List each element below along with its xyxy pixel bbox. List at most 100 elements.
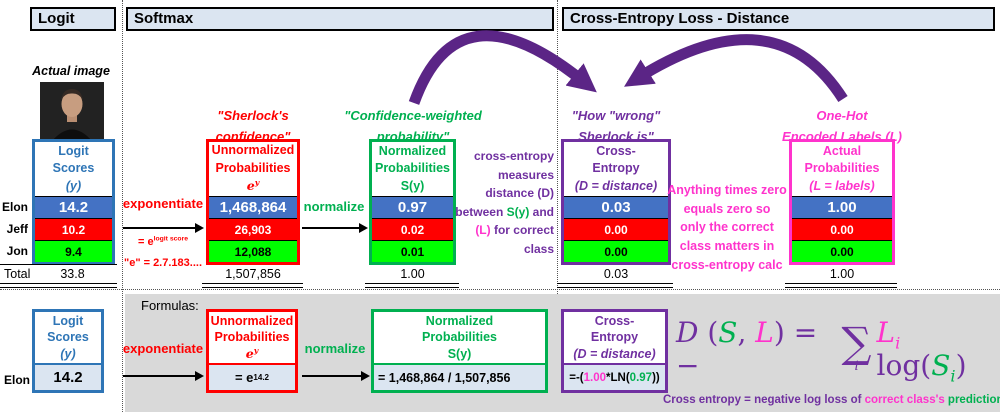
total-normalized: 1.00 — [400, 267, 425, 281]
note-line: class matters in — [679, 239, 775, 254]
title-line: (y) — [65, 178, 82, 193]
row-label-elon: Elon — [2, 200, 28, 214]
title-line: Entropy — [590, 330, 639, 345]
title-line: Scores — [47, 330, 89, 345]
table-ce-title: Cross- Entropy (D = distance) — [564, 142, 668, 196]
total-double-underline — [0, 283, 117, 288]
formula-box-title: Cross- Entropy (D = distance) — [564, 312, 665, 363]
title-line: (L = labels) — [809, 178, 875, 193]
cross-entropy-formula: D (S, L) = − ∑ i Li log(Si) — [676, 312, 990, 386]
formula-box-logit: Logit Scores (y) 14.2 — [32, 309, 104, 393]
formula-lhs: D (S, L) = − — [676, 316, 818, 382]
note-line: measures — [497, 167, 554, 182]
formula-box-value: = e 14.2 — [209, 363, 295, 390]
table-row: 0.01 — [372, 240, 453, 262]
table-row: 14.2 — [35, 196, 112, 218]
table-norm-title: Normalized Probabilities S(y) — [372, 142, 453, 196]
cross-entropy-distance-note: cross-entropy measures distance (D) betw… — [452, 147, 554, 259]
formula-box-value: = 1,468,864 / 1,507,856 — [374, 363, 545, 390]
title-line: Entropy — [592, 161, 640, 176]
title-line: Cross- — [594, 313, 635, 328]
note-line: distance (D) — [485, 186, 554, 201]
title-line: Actual — [822, 143, 862, 158]
title-line: Probabilities — [214, 330, 290, 345]
table-row: 1.00 — [792, 196, 892, 218]
normalize-arrow-bottom — [302, 371, 370, 381]
formula-box-title: Normalized Probabilities S(y) — [374, 312, 545, 363]
cross-entropy-caption: Cross entropy = negative log loss of cor… — [663, 394, 1000, 406]
title-line: ey — [246, 178, 260, 194]
title-line: (D = distance) — [574, 178, 658, 193]
exponentiate-arrow-bottom — [123, 371, 204, 381]
actual-image-label: Actual image — [32, 64, 110, 78]
formula-box-title: Logit Scores (y) — [35, 312, 101, 363]
label-line: One-Hot — [816, 108, 868, 123]
table-actual-probabilities: Actual Probabilities (L = labels) 1.00 0… — [789, 139, 895, 265]
sigma-index: i — [854, 359, 859, 374]
total-double-underline — [557, 283, 673, 288]
summation-symbol: ∑ i — [841, 318, 872, 374]
table-normalized-probabilities: Normalized Probabilities S(y) 0.97 0.02 … — [369, 139, 456, 265]
section-header-cross-entropy: Cross-Entropy Loss - Distance — [562, 7, 995, 31]
table-logit-title: Logit Scores (y) — [35, 142, 112, 196]
total-unnormalized: 1,507,856 — [225, 267, 281, 281]
portrait-photo-graphic — [40, 82, 104, 141]
note-line: equals zero so — [683, 201, 771, 216]
title-line: S(y) — [400, 178, 425, 193]
title-line: ey — [245, 345, 259, 361]
row-label-elon-bottom: Elon — [4, 373, 30, 387]
table-row: 0.00 — [792, 240, 892, 262]
table-row: 0.00 — [792, 218, 892, 240]
e-constant-note: "e" = 2.7.183.... — [123, 257, 202, 269]
table-row: 9.4 — [35, 240, 112, 262]
total-rule — [0, 264, 117, 265]
table-row: 12,088 — [209, 240, 297, 262]
note-line: cross-entropy calc — [671, 257, 783, 272]
formula-rhs: Li log(Si) — [876, 316, 967, 386]
row-label-jeff: Jeff — [6, 222, 28, 236]
label-line: "How "wrong" — [571, 108, 661, 123]
label-line: "Confidence-weighted — [344, 108, 482, 123]
table-row: 0.02 — [372, 218, 453, 240]
table-unnorm-title: Unnormalized Probabilities ey — [209, 142, 297, 196]
note-line: cross-entropy — [473, 149, 554, 163]
divider-softmax-crossentropy — [557, 0, 558, 412]
title-line: Scores — [52, 161, 95, 176]
row-label-jon: Jon — [6, 244, 28, 258]
title-line: Logit — [52, 313, 84, 328]
actual-image-photo — [40, 82, 104, 141]
label-line: "Sherlock's — [217, 108, 289, 123]
table-actual-title: Actual Probabilities (L = labels) — [792, 142, 892, 196]
title-line: Unnormalized — [211, 143, 295, 158]
formula-box-title: Unnormalized Probabilities ey — [209, 312, 295, 363]
table-cross-entropy: Cross- Entropy (D = distance) 0.03 0.00 … — [561, 139, 671, 265]
table-row: 0.97 — [372, 196, 453, 218]
title-line: S(y) — [447, 346, 472, 361]
table-row: 0.00 — [564, 218, 668, 240]
total-label: Total — [4, 267, 31, 281]
divider-top-bottom — [0, 289, 1000, 290]
normalize-label: normalize — [303, 199, 365, 214]
total-logit: 33.8 — [60, 267, 85, 281]
title-line: (D = distance) — [573, 346, 656, 361]
formulas-label: Formulas: — [141, 298, 199, 313]
section-header-logit: Logit — [30, 7, 116, 31]
normalize-label-bottom: normalize — [304, 341, 366, 356]
anything-times-zero-note: Anything times zero equals zero so only … — [666, 181, 788, 275]
note-line: (L) for correct — [475, 223, 554, 238]
title-line: Probabilities — [374, 161, 451, 176]
normalize-arrow — [302, 223, 368, 233]
title-line: Cross- — [596, 143, 636, 158]
title-line: Normalized — [425, 313, 494, 328]
table-row: 1,468,864 — [209, 196, 297, 218]
title-line: Probabilities — [421, 330, 498, 345]
table-row: 0.03 — [564, 196, 668, 218]
arrow-onehot-to-crossentropy — [624, 34, 848, 102]
total-double-underline — [785, 283, 897, 288]
sigma-glyph: ∑ — [841, 318, 872, 367]
title-line: Probabilities — [804, 161, 880, 176]
formula-box-unnormalized: Unnormalized Probabilities ey = e 14.2 — [206, 309, 298, 393]
divider-logit-softmax — [122, 0, 123, 412]
total-double-underline — [365, 283, 459, 288]
